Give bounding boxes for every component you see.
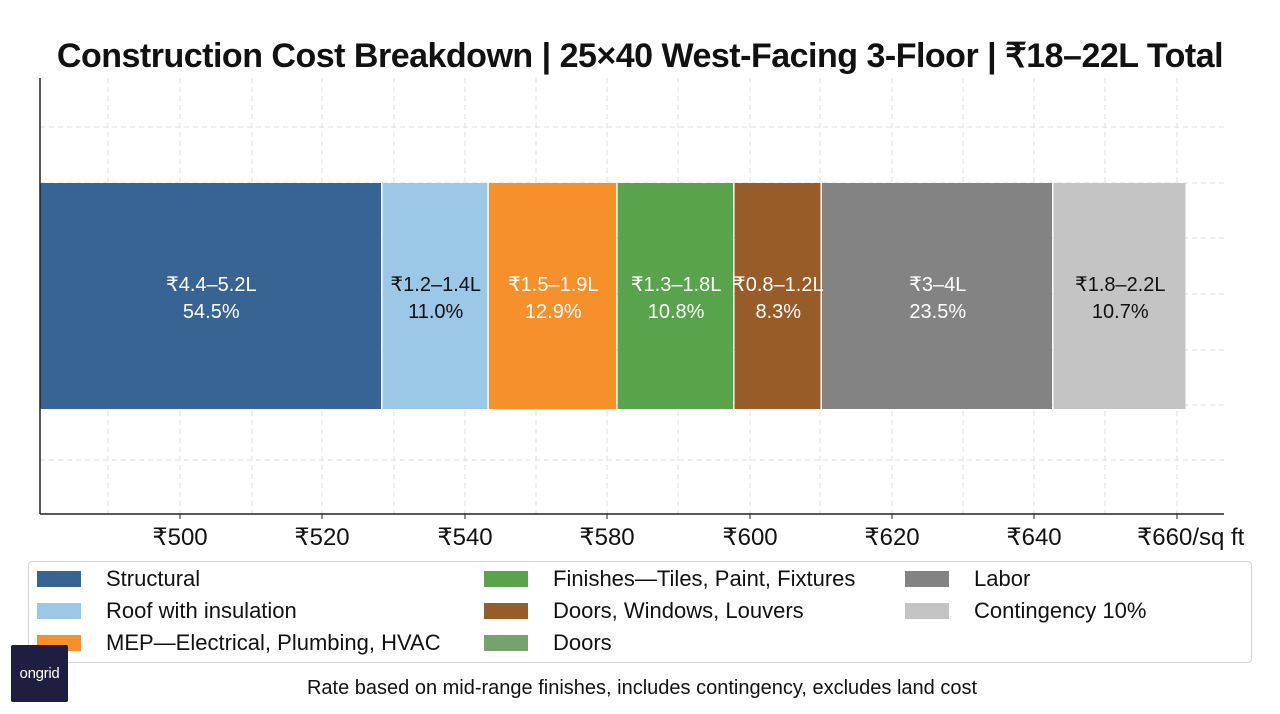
legend-item: Finishes—Tiles, Paint, Fixtures	[484, 563, 855, 595]
legend-label: MEP—Electrical, Plumbing, HVAC	[106, 630, 441, 655]
legend-label: Roof with insulation	[106, 598, 297, 623]
segment-range-label: ₹1.2–1.4L	[390, 274, 481, 296]
bar-segment	[821, 183, 1053, 409]
segment-percent-label: 10.7%	[1092, 301, 1149, 323]
x-tick-labels: ₹500 ₹520 ₹540 ₹580 ₹600 ₹620 ₹640 ₹660/sq ft	[152, 514, 1245, 551]
segment-range-label: ₹1.5–1.9L	[508, 274, 599, 296]
legend-item: Roof with insulation	[37, 595, 297, 627]
segment-percent-label: 8.3%	[755, 301, 801, 323]
legend-label: Structural	[106, 566, 201, 591]
footnote: Rate based on mid-range finishes, includ…	[306, 677, 978, 699]
legend-item: Doors, Windows, Louvers	[484, 595, 804, 627]
x-tick-label: ₹660/sq ft	[1137, 524, 1245, 551]
legend-item: MEP—Electrical, Plumbing, HVAC	[37, 627, 441, 659]
segment-range-label: ₹0.8–1.2L	[733, 274, 824, 296]
legend-item: Labor	[905, 563, 1030, 595]
bar-segment	[617, 183, 734, 409]
legend-item: Doors	[484, 627, 612, 659]
chart-title: Construction Cost Breakdown | 25×40 West…	[56, 37, 1224, 75]
x-tick-label: ₹600	[722, 524, 777, 551]
legend-swatch	[484, 603, 528, 619]
x-tick-label: ₹580	[579, 524, 634, 551]
segment-percent-label: 11.0%	[408, 301, 463, 323]
segment-percent-label: 12.9%	[525, 301, 582, 323]
legend-swatch	[484, 571, 528, 587]
segment-range-label: ₹3–4L	[909, 274, 966, 296]
axes	[39, 78, 1224, 515]
x-tick-label: ₹540	[437, 524, 492, 551]
bar-segment	[382, 183, 488, 409]
legend: Structural Roof with insulation MEP—Electr…	[28, 561, 1252, 663]
segment-percent-label: 54.5%	[183, 301, 240, 323]
bar-segment	[488, 183, 617, 409]
segment-range-label: ₹4.4–5.2L	[166, 274, 257, 296]
segment-labels: ₹4.4–5.2L 54.5% ₹1.2–1.4L 11.0% ₹1.5–1.9L 12.…	[166, 274, 1166, 323]
legend-item: Contingency 10%	[905, 595, 1146, 627]
legend-label: Labor	[974, 566, 1031, 591]
bar-segment	[40, 183, 382, 409]
x-tick-label: ₹520	[294, 524, 349, 551]
legend-swatch	[37, 571, 81, 587]
legend-swatch	[484, 635, 528, 651]
x-tick-label: ₹640	[1006, 524, 1061, 551]
bar-segment	[734, 183, 821, 409]
chart-plot: ₹4.4–5.2L 54.5% ₹1.2–1.4L 11.0% ₹1.5–1.9L 12.…	[39, 78, 1245, 551]
x-tick-label: ₹620	[864, 524, 919, 551]
segment-range-label: ₹1.3–1.8L	[631, 274, 722, 296]
legend-label: Contingency 10%	[974, 598, 1147, 623]
legend-swatch	[37, 603, 81, 619]
legend-label: Doors	[553, 630, 612, 655]
x-tick-label: ₹500	[152, 524, 207, 551]
legend-label: Finishes—Tiles, Paint, Fixtures	[553, 566, 856, 591]
segment-percent-label: 10.8%	[648, 301, 705, 323]
segment-range-label: ₹1.8–2.2L	[1075, 274, 1166, 296]
logo-text: ongrid	[19, 665, 60, 682]
legend-label: Doors, Windows, Louvers	[553, 598, 804, 623]
bar-segment	[1053, 183, 1186, 409]
legend-item: Structural	[37, 563, 200, 595]
ongrid-logo: ongrid	[11, 645, 68, 702]
legend-swatch	[905, 571, 949, 587]
stacked-bar	[40, 183, 1186, 409]
segment-percent-label: 23.5%	[909, 301, 966, 323]
legend-swatch	[905, 603, 949, 619]
